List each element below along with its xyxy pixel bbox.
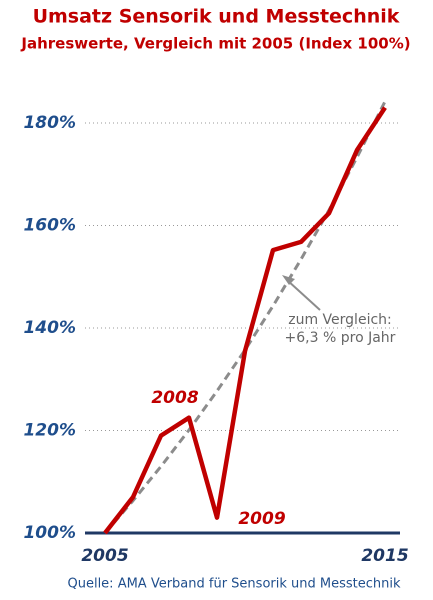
y-tick-label: 140% [23,318,76,338]
chart-subtitle: Jahreswerte, Vergleich mit 2005 (Index 1… [20,35,410,53]
line [103,100,387,534]
y-tick-label: 100% [23,523,76,543]
y-tick-label: 160% [23,216,76,236]
chart-title: Umsatz Sensorik und Messtechnik [33,6,400,28]
annotation: 2008 [151,388,198,408]
y-tick-label: 120% [23,421,76,441]
annotation: 2009 [238,509,285,529]
line [103,106,387,535]
y-tick-label: 180% [23,113,76,133]
x-tick-label: 2015 [361,546,408,566]
annotation: zum Vergleich: [288,312,392,328]
annotation: +6,3 % pro Jahr [285,330,396,346]
arrow [286,279,321,311]
source: Quelle: AMA Verband für Sensorik und Mes… [67,577,400,592]
x-tick-label: 2005 [81,546,128,566]
